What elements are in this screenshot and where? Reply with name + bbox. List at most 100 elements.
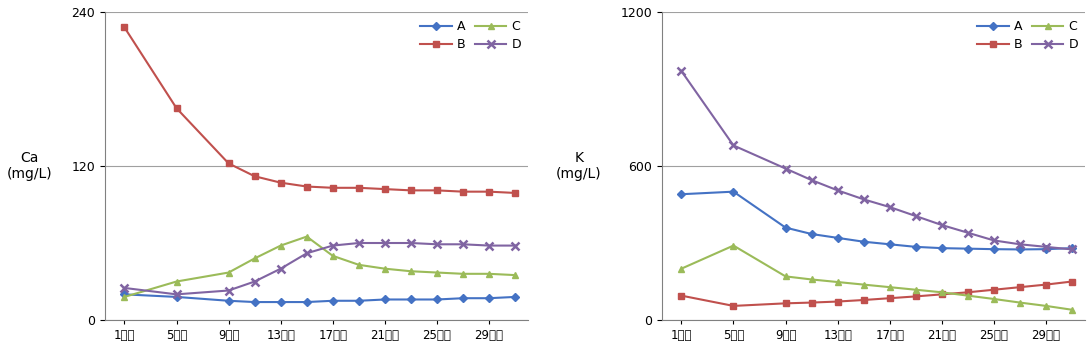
A — [805, 232, 818, 236]
C — [430, 270, 443, 275]
B — [857, 298, 870, 302]
Y-axis label: Ca
(mg/L): Ca (mg/L) — [7, 151, 52, 181]
D — [248, 280, 261, 284]
A — [222, 299, 235, 303]
D — [910, 214, 923, 218]
D — [509, 244, 522, 248]
C — [300, 235, 313, 239]
C — [1040, 304, 1053, 308]
Legend: A, B, C, D: A, B, C, D — [415, 15, 526, 56]
Line: D: D — [677, 67, 1077, 254]
C — [404, 269, 417, 273]
C — [987, 297, 1000, 301]
C — [883, 285, 897, 289]
D — [327, 244, 340, 248]
C — [1066, 308, 1079, 312]
C — [170, 280, 183, 284]
C — [831, 280, 844, 284]
B — [509, 191, 522, 195]
A — [300, 300, 313, 304]
A — [883, 242, 897, 246]
D — [805, 178, 818, 182]
A — [910, 245, 923, 249]
A — [509, 295, 522, 299]
D — [935, 223, 948, 227]
D — [1013, 242, 1026, 246]
D — [987, 238, 1000, 243]
B — [935, 292, 948, 296]
A — [430, 297, 443, 302]
Line: B: B — [121, 24, 518, 196]
A — [327, 299, 340, 303]
B — [274, 180, 287, 185]
C — [327, 254, 340, 258]
A — [378, 297, 391, 302]
C — [779, 274, 792, 279]
A — [727, 190, 740, 194]
Line: B: B — [678, 279, 1075, 309]
B — [483, 190, 496, 194]
A — [404, 297, 417, 302]
B — [170, 106, 183, 110]
B — [675, 294, 688, 298]
D — [727, 143, 740, 148]
B — [779, 301, 792, 305]
D — [404, 241, 417, 245]
A — [857, 240, 870, 244]
C — [248, 256, 261, 260]
D — [430, 242, 443, 246]
C — [727, 244, 740, 248]
B — [404, 188, 417, 192]
A — [935, 246, 948, 250]
C — [675, 267, 688, 271]
B — [805, 300, 818, 305]
A — [831, 236, 844, 240]
C — [378, 267, 391, 271]
B — [961, 290, 974, 295]
C — [935, 290, 948, 295]
A — [483, 296, 496, 300]
A — [456, 296, 470, 300]
C — [509, 273, 522, 277]
D — [1066, 247, 1079, 252]
Y-axis label: K
(mg/L): K (mg/L) — [556, 151, 602, 181]
D — [1040, 245, 1053, 249]
C — [961, 294, 974, 298]
A — [1066, 246, 1079, 250]
D — [831, 188, 844, 192]
C — [118, 295, 131, 299]
B — [353, 186, 366, 190]
C — [483, 272, 496, 276]
A — [675, 192, 688, 196]
Line: A: A — [121, 291, 518, 305]
Line: A: A — [678, 189, 1075, 252]
C — [910, 288, 923, 292]
D — [222, 288, 235, 292]
B — [327, 186, 340, 190]
D — [675, 69, 688, 73]
Line: C: C — [121, 234, 518, 300]
B — [883, 296, 897, 300]
D — [779, 166, 792, 171]
A — [961, 246, 974, 251]
A — [779, 225, 792, 230]
D — [883, 205, 897, 209]
D — [961, 231, 974, 235]
C — [1013, 300, 1026, 305]
C — [857, 282, 870, 287]
A — [1040, 247, 1053, 251]
D — [300, 251, 313, 255]
A — [1013, 247, 1026, 252]
A — [987, 247, 1000, 251]
B — [430, 188, 443, 192]
B — [248, 174, 261, 178]
A — [274, 300, 287, 304]
A — [170, 295, 183, 299]
B — [118, 25, 131, 29]
C — [353, 263, 366, 267]
A — [118, 292, 131, 296]
C — [456, 272, 470, 276]
B — [1040, 282, 1053, 287]
B — [1013, 285, 1026, 289]
Line: D: D — [120, 239, 520, 298]
